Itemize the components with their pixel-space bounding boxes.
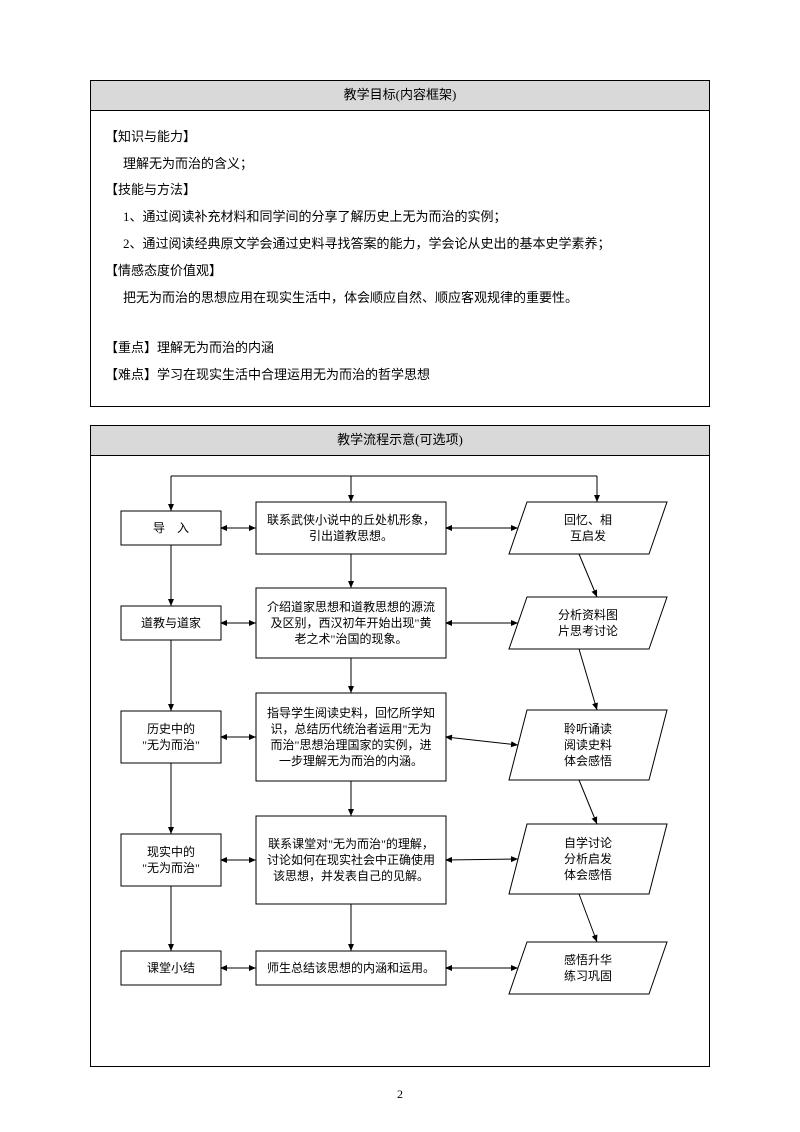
- page-number: 2: [90, 1085, 710, 1104]
- svg-text:导 入: 导 入: [153, 521, 189, 535]
- text-line: 2、通过阅读经典原文学会通过史料寻找答案的能力，学会论从史出的基本史学素养；: [105, 234, 695, 255]
- section-flowchart: 教学流程示意(可选项) 导 入联系武侠小说中的丘处机形象，引出道教思想。回忆、相…: [90, 425, 710, 1067]
- svg-text:课堂小结: 课堂小结: [147, 961, 195, 975]
- section-flowchart-body: 导 入联系武侠小说中的丘处机形象，引出道教思想。回忆、相互启发道教与道家介绍道家…: [91, 456, 709, 1066]
- heading-attitude: 【情感态度价值观】: [105, 261, 695, 282]
- text-line: 把无为而治的思想应用在现实生活中，体会顺应自然、顺应客观规律的重要性。: [105, 288, 695, 309]
- svg-text:道教与道家: 道教与道家: [141, 615, 201, 630]
- section-objectives: 教学目标(内容框架) 【知识与能力】 理解无为而治的含义； 【技能与方法】 1、…: [90, 80, 710, 407]
- svg-text:聆听诵读阅读史料体会感悟: 聆听诵读阅读史料体会感悟: [564, 722, 612, 768]
- section-flowchart-header: 教学流程示意(可选项): [91, 426, 709, 456]
- heading-knowledge: 【知识与能力】: [105, 127, 695, 148]
- text-line: 1、通过阅读补充材料和同学间的分享了解历史上无为而治的实例；: [105, 207, 695, 228]
- section-objectives-body: 【知识与能力】 理解无为而治的含义； 【技能与方法】 1、通过阅读补充材料和同学…: [91, 111, 709, 406]
- flowchart-canvas: 导 入联系武侠小说中的丘处机形象，引出道教思想。回忆、相互启发道教与道家介绍道家…: [91, 456, 707, 1066]
- text-difficulty: 【难点】学习在现实生活中合理运用无为而治的哲学思想: [105, 365, 695, 386]
- section-objectives-header: 教学目标(内容框架): [91, 81, 709, 111]
- text-line: 理解无为而治的含义；: [105, 154, 695, 175]
- svg-text:联系课堂对"无为而治"的理解，讨论如何在现实社会中正确使用该: 联系课堂对"无为而治"的理解，讨论如何在现实社会中正确使用该思想，并发表自己的见…: [267, 836, 435, 883]
- svg-text:自学讨论分析启发体会感悟: 自学讨论分析启发体会感悟: [564, 835, 612, 882]
- svg-text:师生总结该思想的内涵和运用。: 师生总结该思想的内涵和运用。: [267, 960, 435, 975]
- text-keypoint: 【重点】理解无为而治的内涵: [105, 338, 695, 359]
- heading-skills: 【技能与方法】: [105, 180, 695, 201]
